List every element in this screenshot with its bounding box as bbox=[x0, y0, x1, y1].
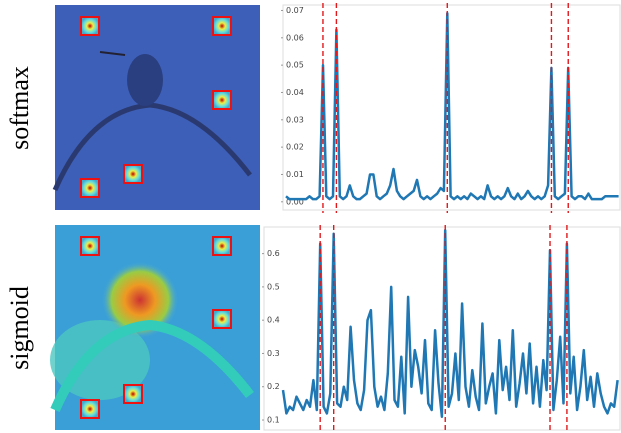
y-tick-label: 0.6 bbox=[267, 249, 280, 258]
plot-frame bbox=[282, 4, 621, 211]
y-tick-label: 0.07 bbox=[286, 6, 304, 15]
y-tick-label: 0.5 bbox=[267, 282, 280, 291]
y-tick-label: 0.06 bbox=[286, 33, 304, 42]
y-tick-label: 0.4 bbox=[267, 316, 280, 325]
y-tick-label: 0.05 bbox=[286, 61, 304, 70]
sigmoid-image bbox=[50, 225, 260, 430]
y-tick-label: 0.02 bbox=[286, 143, 304, 152]
y-tick-label: 0.00 bbox=[286, 197, 304, 206]
line-series bbox=[285, 11, 619, 201]
y-tick-label: 0.2 bbox=[267, 382, 280, 391]
y-tick-label: 0.04 bbox=[286, 88, 304, 97]
y-tick-label: 0.01 bbox=[286, 170, 304, 179]
plot-frame bbox=[263, 226, 621, 431]
y-tick-label: 0.03 bbox=[286, 115, 304, 124]
row-label: softmax bbox=[5, 66, 34, 150]
y-tick-label: 0.1 bbox=[267, 416, 280, 425]
row-label: sigmoid bbox=[5, 286, 34, 370]
patch-markers bbox=[80, 16, 232, 419]
line-series bbox=[281, 229, 619, 418]
y-tick-label: 0.3 bbox=[267, 349, 280, 358]
